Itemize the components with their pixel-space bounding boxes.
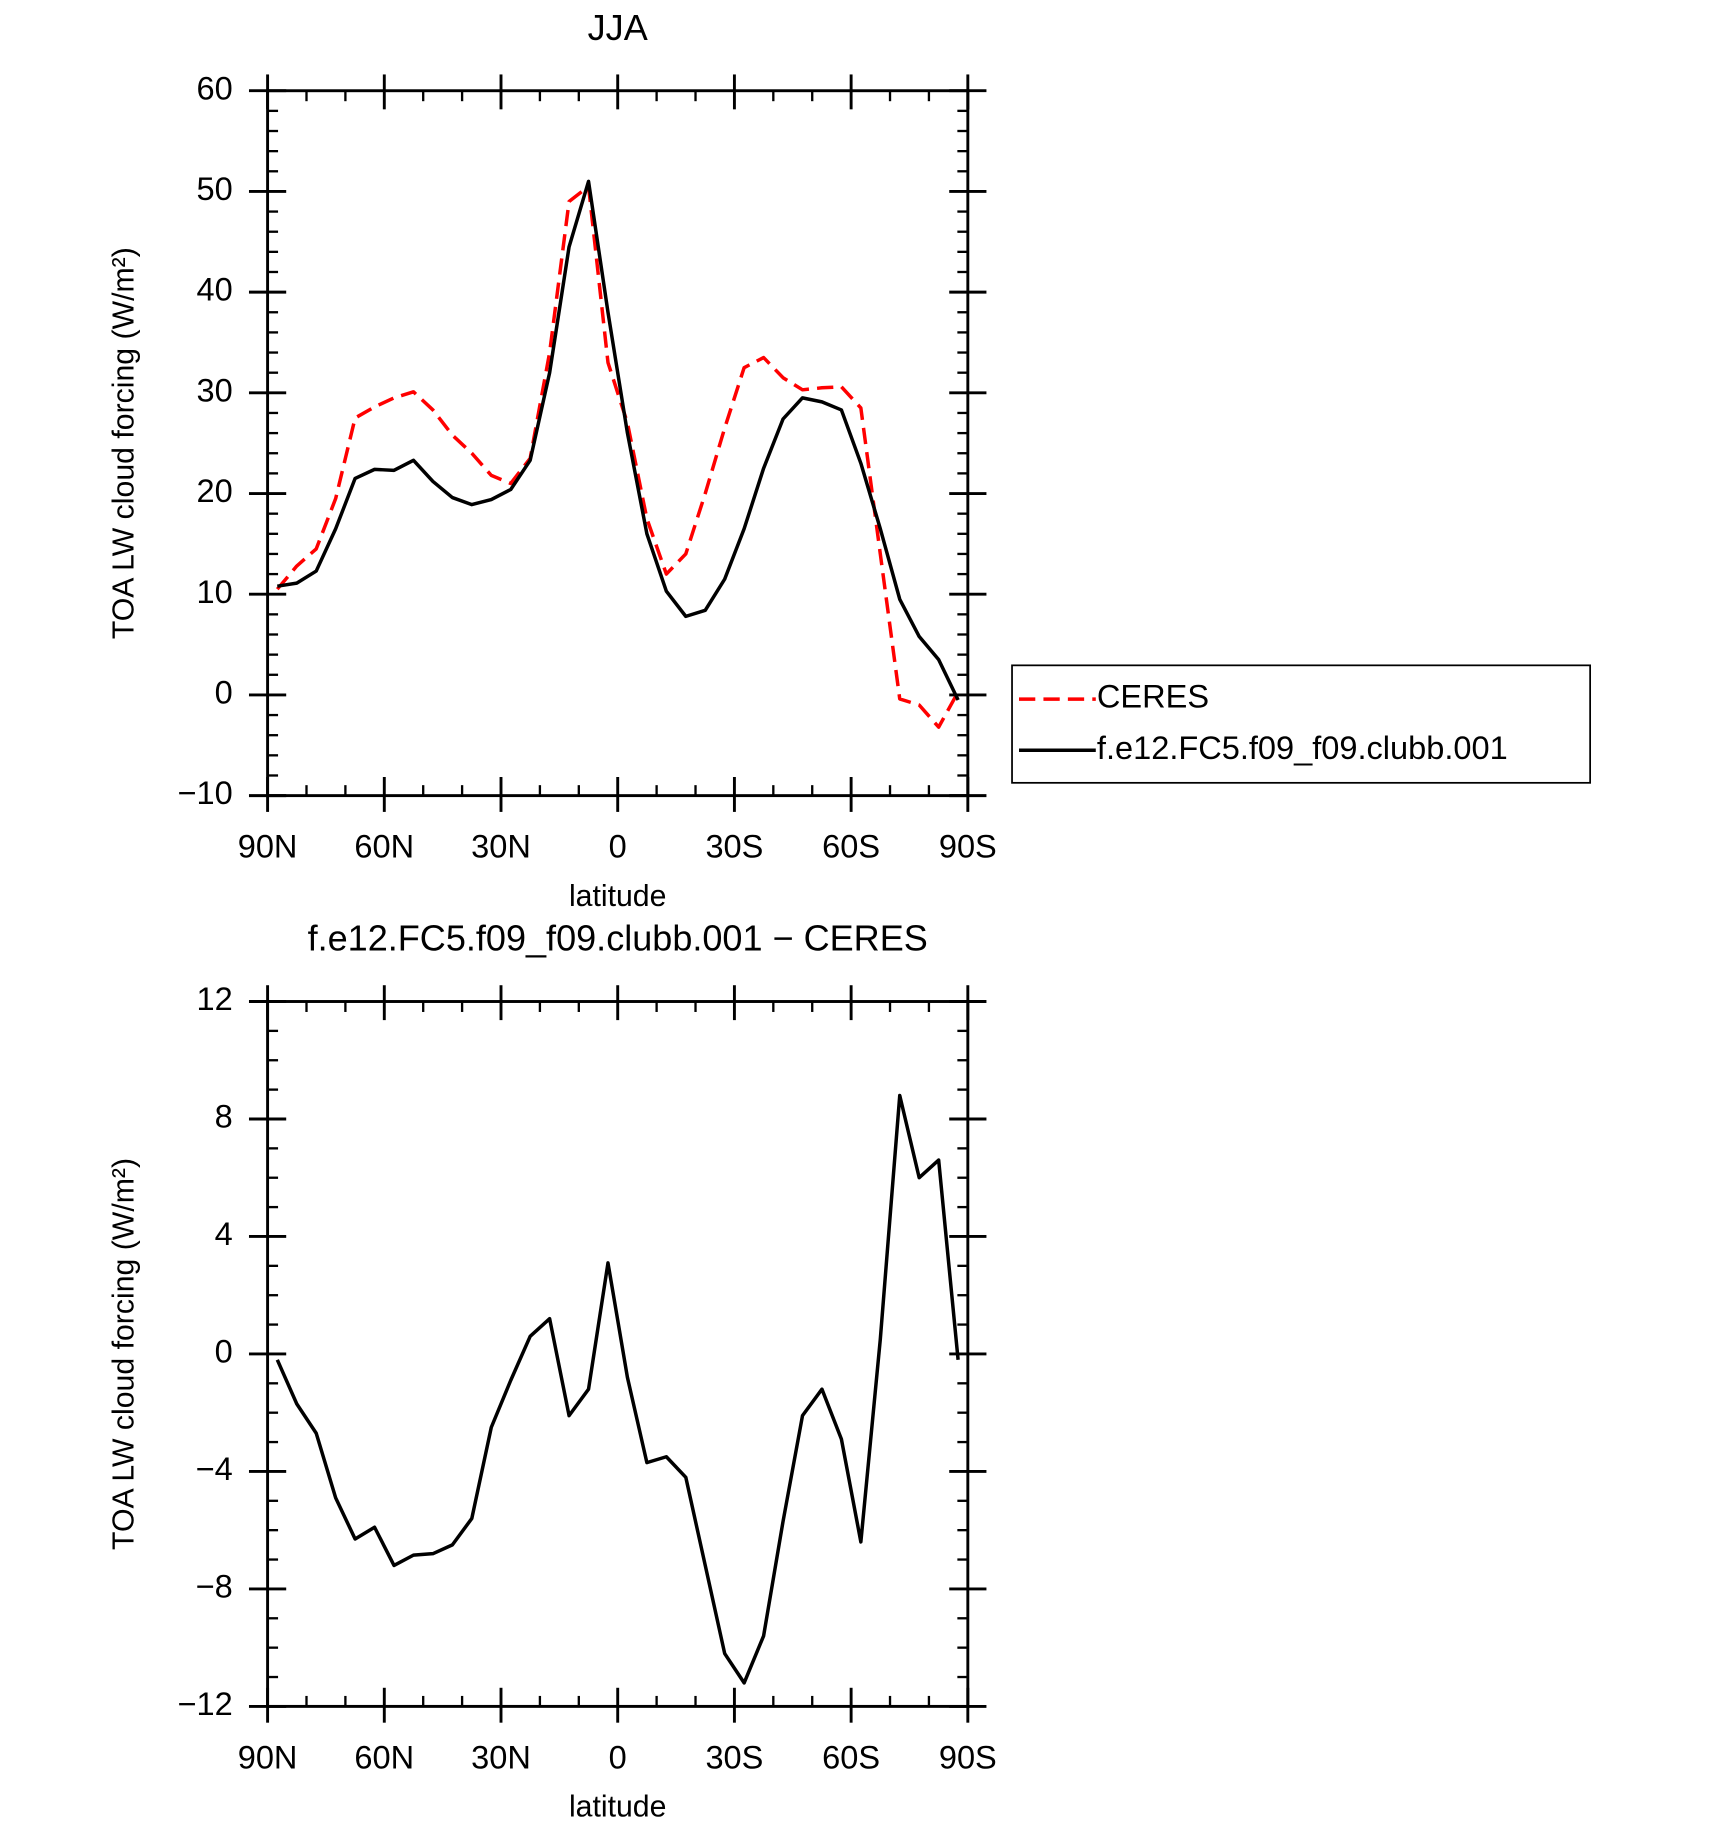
x-tick-label: 90N (238, 829, 298, 865)
x-tick-label: 30S (705, 829, 763, 865)
y-tick-label: 30 (196, 372, 232, 408)
y-tick-label: 20 (196, 473, 232, 509)
y-tick-label: 50 (196, 171, 232, 207)
y-axis-label: TOA LW cloud forcing (W/m²) (108, 1158, 141, 1550)
x-tick-label: 60S (822, 829, 880, 865)
data-line (275, 1093, 960, 1685)
plot-frame (266, 89, 970, 798)
x-tick-label: 60S (822, 1739, 880, 1775)
x-tick-label: 0 (609, 1739, 627, 1775)
y-tick-label: 0 (215, 1334, 233, 1370)
x-tick-label: 90S (939, 829, 997, 865)
x-tick-label: 30N (471, 829, 531, 865)
y-tick-label: 10 (196, 574, 232, 610)
x-tick-label: 30S (705, 1739, 763, 1775)
y-tick-label: 0 (215, 675, 233, 711)
x-axis-label: latitude (569, 880, 667, 913)
y-tick-label: −12 (177, 1686, 232, 1722)
data-line (275, 184, 960, 729)
chart-title: f.e12.FC5.f09_f09.clubb.001 − CERES (308, 918, 928, 959)
legend-label: f.e12.FC5.f09_f09.clubb.001 (1097, 730, 1508, 766)
y-tick-label: 4 (215, 1216, 233, 1252)
x-axis-label: latitude (569, 1791, 667, 1824)
y-tick-label: −8 (196, 1569, 233, 1605)
x-tick-label: 0 (609, 829, 627, 865)
y-tick-label: 60 (196, 70, 232, 106)
legend-box (1011, 664, 1592, 784)
x-tick-label: 90N (238, 1739, 298, 1775)
y-tick-label: 8 (215, 1099, 233, 1135)
x-tick-label: 60N (354, 829, 414, 865)
y-axis-label: TOA LW cloud forcing (W/m²) (108, 247, 141, 639)
x-tick-label: 30N (471, 1739, 531, 1775)
chart-title: JJA (588, 7, 648, 48)
data-line (277, 179, 960, 701)
legend-label: CERES (1097, 679, 1209, 715)
y-tick-label: 40 (196, 272, 232, 308)
y-tick-label: 12 (196, 981, 232, 1017)
x-tick-label: 90S (939, 1739, 997, 1775)
y-tick-label: −4 (196, 1451, 233, 1487)
plot-frame (266, 1000, 970, 1708)
y-tick-label: −10 (177, 775, 232, 811)
x-tick-label: 60N (354, 1739, 414, 1775)
